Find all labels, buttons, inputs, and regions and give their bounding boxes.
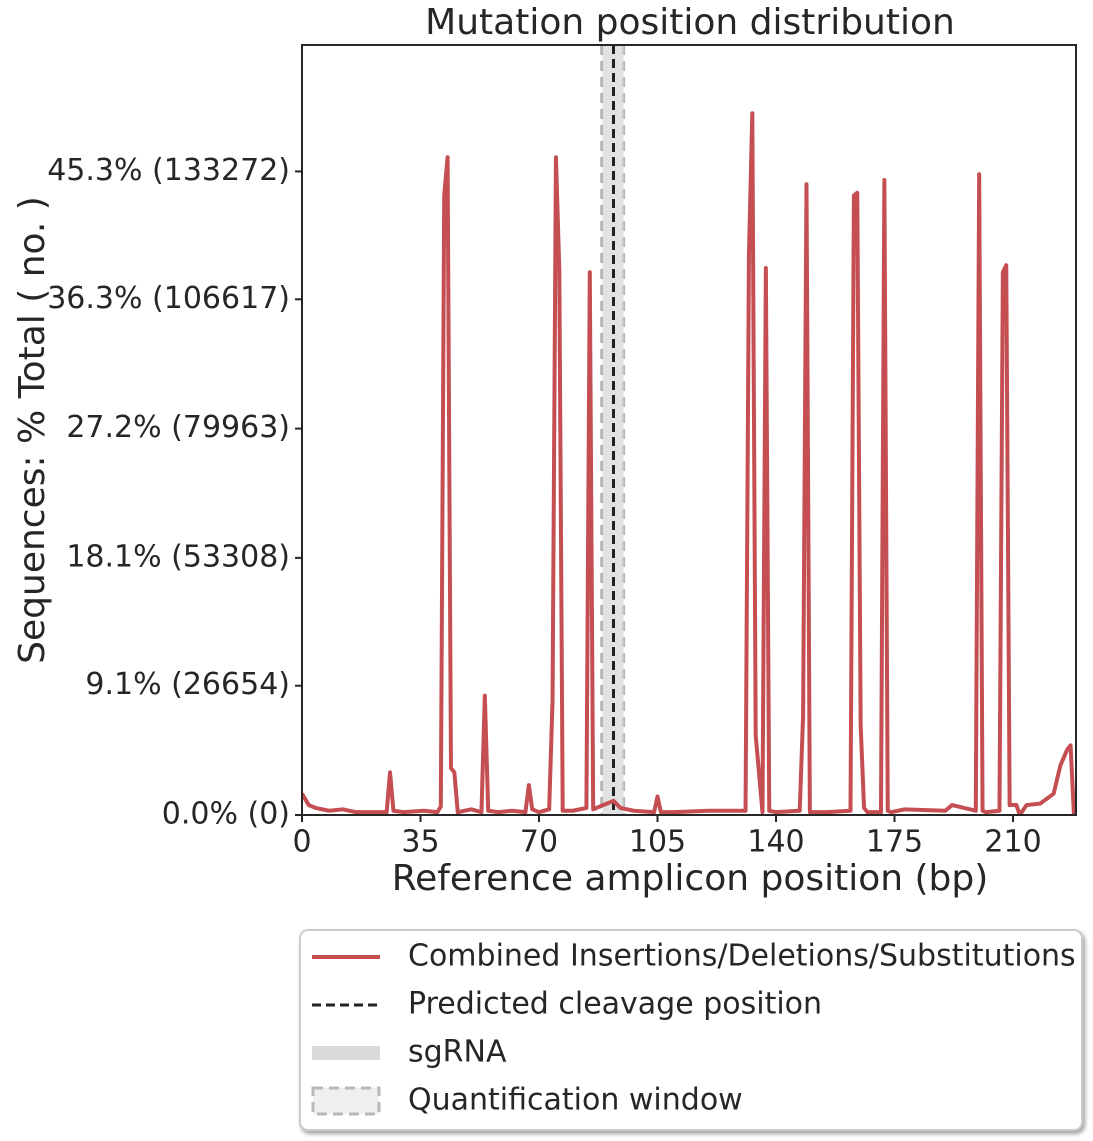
x-tick-label: 175 (866, 825, 923, 860)
y-tick-label: 36.3% (106617) (47, 281, 290, 316)
x-tick-label: 210 (984, 825, 1041, 860)
y-tick-label: 45.3% (133272) (47, 153, 290, 188)
chart-title: Mutation position distribution (425, 2, 955, 43)
x-tick-label: 70 (520, 825, 558, 860)
y-axis-label: Sequences: % Total ( no. ) (12, 196, 53, 664)
legend-box (299, 929, 1083, 1131)
plot-area (302, 45, 1076, 815)
x-tick-label: 105 (629, 825, 686, 860)
legend-label: sgRNA (408, 1035, 507, 1070)
y-tick-label: 27.2% (79963) (66, 410, 290, 445)
x-axis-label: Reference amplicon position (bp) (392, 858, 989, 899)
y-tick-label: 9.1% (26654) (85, 667, 290, 702)
x-tick-label: 0 (292, 825, 311, 860)
y-tick-label: 0.0% (0) (162, 797, 290, 832)
x-tick-label: 140 (747, 825, 804, 860)
series-line (302, 111, 1076, 815)
legend-swatch (312, 1046, 380, 1060)
x-tick-label: 35 (401, 825, 439, 860)
legend-swatch (311, 1086, 381, 1116)
legend-label: Predicted cleavage position (408, 987, 822, 1022)
legend-label: Combined Insertions/Deletions/Substituti… (408, 939, 1076, 974)
legend-label: Quantification window (408, 1083, 743, 1118)
plot-frame (301, 44, 1077, 816)
y-tick-label: 18.1% (53308) (66, 539, 290, 574)
